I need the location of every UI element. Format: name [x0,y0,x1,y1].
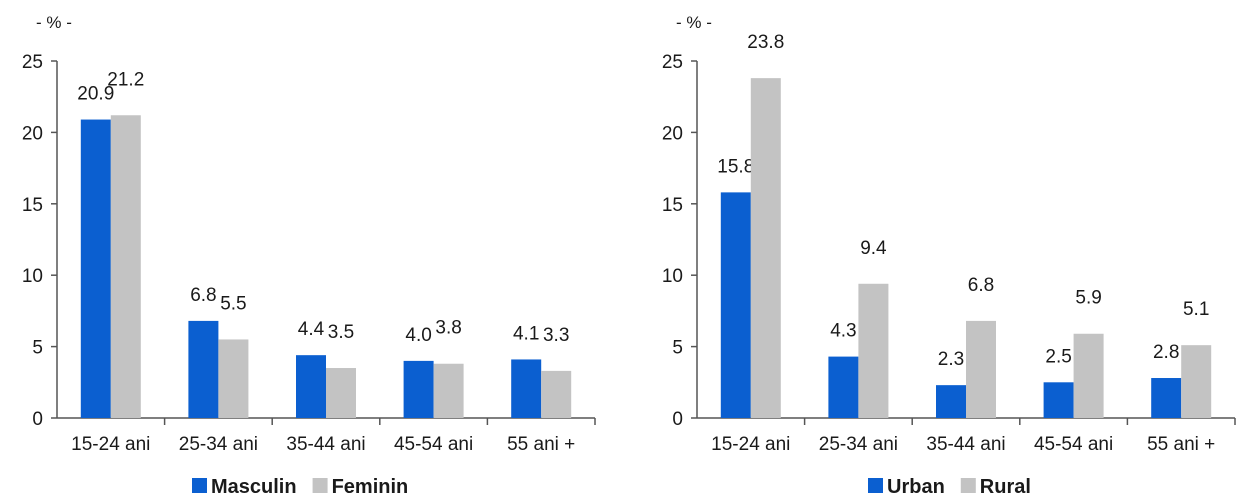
x-tick-label: 45-54 ani [394,434,473,455]
x-tick-label: 15-24 ani [71,434,150,455]
bar-rural-4 [1073,333,1104,418]
data-label: 21.2 [107,69,144,90]
bar-feminin-4 [433,363,464,418]
data-label: 23.8 [747,32,784,53]
data-label: 3.5 [328,322,354,343]
x-tick-label: 45-54 ani [1034,434,1113,455]
bar-urban-4 [1043,382,1074,418]
data-label: 4.3 [830,321,856,342]
data-label: 3.3 [543,325,569,346]
data-label: 4.1 [513,323,539,344]
legend-label-feminin: Feminin [332,476,409,498]
legend-label-urban: Urban [887,476,945,498]
data-label: 4.0 [405,325,431,346]
chart-panel-1: - % - 0 5 10 15 20 25 15-24 ani 20.921.2 25-34 an… [22,13,596,498]
data-label: 9.4 [860,238,887,259]
x-tick-label: 25-34 ani [819,434,898,455]
y-tick-label: 10 [662,266,683,287]
bar-feminin-1 [110,115,141,418]
y-tick-label: 10 [22,266,43,287]
legend-label-masculin: Masculin [211,476,297,498]
bar-rural-1 [750,78,781,419]
bar-urban-1 [720,192,751,418]
y-tick-label: 20 [22,123,43,144]
data-label: 6.8 [968,275,994,296]
data-label: 3.8 [435,318,461,339]
x-tick-label: 15-24 ani [711,434,790,455]
bar-rural-5 [1181,345,1212,418]
data-label: 6.8 [190,285,216,306]
y-tick-label: 5 [32,338,43,359]
bar-feminin-5 [541,370,572,418]
x-tick-label: 55 ani + [507,434,575,455]
bar-rural-3 [966,320,996,418]
data-label: 15.8 [717,156,754,177]
data-label: 4.4 [298,319,325,340]
chart-panel-2: - % - 0 5 10 15 20 25 15-24 ani 15.8 23.8 25-34 an… [662,13,1236,498]
y-tick-label: 15 [662,195,683,216]
bar-feminin-3 [326,368,356,418]
y-tick-label: 25 [662,52,683,73]
y-tick-label: 0 [32,409,43,430]
x-tick-label: 55 ani + [1147,434,1215,455]
bar-masculin-3 [296,355,326,418]
bar-masculin-4 [403,360,434,418]
y-tick-label: 0 [672,409,683,430]
bar-urban-5 [1151,378,1182,418]
y-tick-label: 25 [22,52,43,73]
data-label: 5.1 [1183,299,1209,320]
bar-masculin-2 [188,320,219,418]
legend-swatch-rural [960,478,976,493]
bar-masculin-1 [80,119,111,418]
x-tick-label: 35-44 ani [926,434,1005,455]
legend-swatch-urban [868,478,883,493]
data-label: 5.5 [220,293,246,314]
legend-swatch-feminin [312,478,328,493]
bar-urban-3 [936,385,966,418]
unit-label: - % - [676,13,712,32]
bar-rural-2 [858,283,889,418]
y-tick-label: 20 [662,123,683,144]
legend-swatch-masculin [192,478,207,493]
data-label: 20.9 [77,84,114,105]
data-label: 2.5 [1045,346,1071,367]
bar-urban-2 [828,356,859,418]
bar-feminin-2 [218,339,249,418]
y-tick-label: 15 [22,195,43,216]
legend-label-rural: Rural [980,476,1031,498]
x-tick-label: 35-44 ani [286,434,365,455]
data-label: 5.9 [1075,288,1101,309]
data-label: 2.3 [938,349,964,370]
y-tick-label: 5 [672,338,683,359]
data-label: 2.8 [1153,342,1179,363]
bar-masculin-5 [511,359,542,418]
unit-label: - % - [36,13,72,32]
x-tick-label: 25-34 ani [179,434,258,455]
